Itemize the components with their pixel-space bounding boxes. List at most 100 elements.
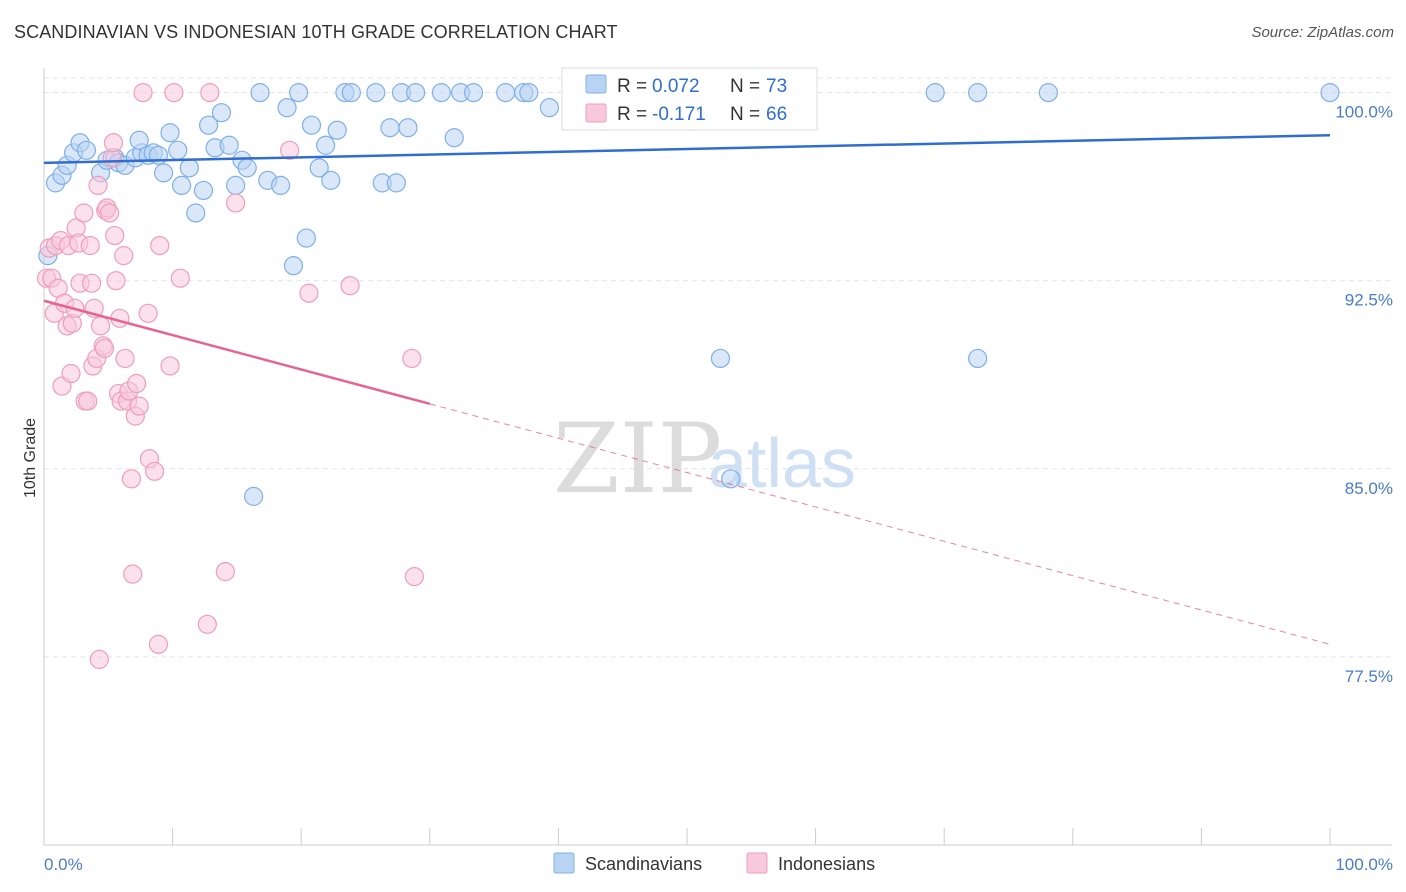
point-scandinavians xyxy=(327,120,347,140)
legend: R = 0.072 N = 73 R = -0.171 N = 66 xyxy=(561,67,818,131)
point-scandinavians xyxy=(153,163,174,183)
point-scandinavians xyxy=(250,83,270,103)
watermark-zip: ZIP xyxy=(553,403,722,515)
point-indonesians xyxy=(280,140,300,160)
point-indonesians xyxy=(115,348,135,369)
legend-r-value-indonesians: -0.171 xyxy=(652,104,706,125)
point-scandinavians xyxy=(1038,83,1058,103)
point-scandinavians xyxy=(186,203,206,223)
y-tick-label: 100.0% xyxy=(1335,103,1393,122)
point-indonesians xyxy=(78,391,98,411)
point-scandinavians xyxy=(721,469,741,489)
point-scandinavians xyxy=(179,158,199,178)
point-indonesians xyxy=(121,469,142,489)
point-indonesians xyxy=(215,562,235,582)
trend-lines xyxy=(43,133,1331,645)
point-scandinavians xyxy=(406,83,426,103)
chart-title: SCANDINAVIAN VS INDONESIAN 10TH GRADE CO… xyxy=(14,22,618,42)
trend-line-scandinavians xyxy=(43,133,1331,165)
point-scandinavians xyxy=(496,83,516,103)
bottom-legend-label-indonesians: Indonesians xyxy=(778,854,875,874)
point-scandinavians xyxy=(341,83,361,103)
source-label: Source: ZipAtlas.com xyxy=(1251,24,1394,41)
point-scandinavians xyxy=(244,486,264,506)
point-indonesians xyxy=(404,567,424,587)
point-indonesians xyxy=(299,283,319,303)
legend-r-label-indonesians: R = xyxy=(617,104,647,125)
point-indonesians xyxy=(133,83,153,103)
point-indonesians xyxy=(94,338,115,359)
x-tick-labels: 0.0% 100.0% xyxy=(44,855,1393,874)
point-scandinavians xyxy=(925,83,945,103)
point-scandinavians xyxy=(316,135,336,155)
point-scandinavians xyxy=(219,135,239,155)
point-indonesians xyxy=(126,373,147,394)
point-indonesians xyxy=(99,203,120,223)
point-indonesians xyxy=(61,363,81,384)
point-scandinavians xyxy=(296,228,316,248)
legend-swatch-scandinavians xyxy=(585,74,607,94)
point-indonesians xyxy=(197,614,217,634)
point-indonesians xyxy=(105,225,125,246)
point-scandinavians xyxy=(289,83,309,103)
point-indonesians xyxy=(340,276,360,296)
trend-line-indonesians xyxy=(43,299,431,406)
point-indonesians xyxy=(81,273,102,293)
point-indonesians xyxy=(200,83,220,103)
legend-r-label-scandinavians: R = xyxy=(617,76,647,97)
point-indonesians xyxy=(74,203,94,223)
point-scandinavians xyxy=(271,175,291,195)
point-indonesians xyxy=(160,356,180,376)
point-indonesians xyxy=(88,175,108,195)
legend-n-value-indonesians: 66 xyxy=(766,104,787,125)
point-scandinavians xyxy=(129,130,149,150)
point-scandinavians xyxy=(211,103,232,123)
legend-n-label-scandinavians: N = xyxy=(730,76,760,97)
data-points xyxy=(36,83,1340,670)
point-scandinavians xyxy=(380,118,400,138)
point-scandinavians xyxy=(301,115,322,135)
point-scandinavians xyxy=(237,158,257,178)
point-indonesians xyxy=(150,235,170,256)
point-indonesians xyxy=(90,316,111,336)
point-scandinavians xyxy=(283,256,304,276)
point-scandinavians xyxy=(309,158,329,178)
point-scandinavians xyxy=(463,83,484,103)
watermark-atlas: atlas xyxy=(708,424,856,502)
point-indonesians xyxy=(103,133,124,153)
point-indonesians xyxy=(123,564,143,584)
point-scandinavians xyxy=(968,348,988,369)
bottom-legend-label-scandinavians: Scandinavians xyxy=(585,854,702,874)
legend-n-label-indonesians: N = xyxy=(730,104,760,125)
point-scandinavians xyxy=(1320,83,1340,103)
bottom-legend-swatch-indonesians xyxy=(746,852,768,874)
point-scandinavians xyxy=(366,83,386,103)
axes xyxy=(43,68,1392,846)
y-tick-label: 92.5% xyxy=(1345,291,1393,310)
point-scandinavians xyxy=(431,83,451,103)
point-indonesians xyxy=(129,396,149,416)
point-scandinavians xyxy=(386,173,406,193)
point-scandinavians xyxy=(539,98,559,118)
legend-n-value-scandinavians: 73 xyxy=(766,76,787,97)
bottom-legend: Scandinavians Indonesians xyxy=(553,852,875,874)
point-scandinavians xyxy=(398,118,418,138)
bottom-legend-swatch-scandinavians xyxy=(553,852,575,874)
point-indonesians xyxy=(89,649,109,670)
legend-r-value-scandinavians: 0.072 xyxy=(652,76,700,97)
point-indonesians xyxy=(148,634,169,654)
point-scandinavians xyxy=(277,98,297,118)
point-indonesians xyxy=(138,303,158,323)
point-scandinavians xyxy=(710,348,731,369)
point-scandinavians xyxy=(321,170,341,190)
point-scandinavians xyxy=(168,140,188,160)
point-scandinavians xyxy=(968,83,988,103)
point-indonesians xyxy=(114,246,134,266)
legend-swatch-indonesians xyxy=(585,103,607,123)
point-indonesians xyxy=(164,83,184,103)
point-indonesians xyxy=(80,235,100,256)
y-tick-label: 77.5% xyxy=(1345,667,1393,686)
point-indonesians xyxy=(402,348,422,369)
point-indonesians xyxy=(170,268,190,288)
trend-line-indonesians-dashed xyxy=(429,403,1331,645)
